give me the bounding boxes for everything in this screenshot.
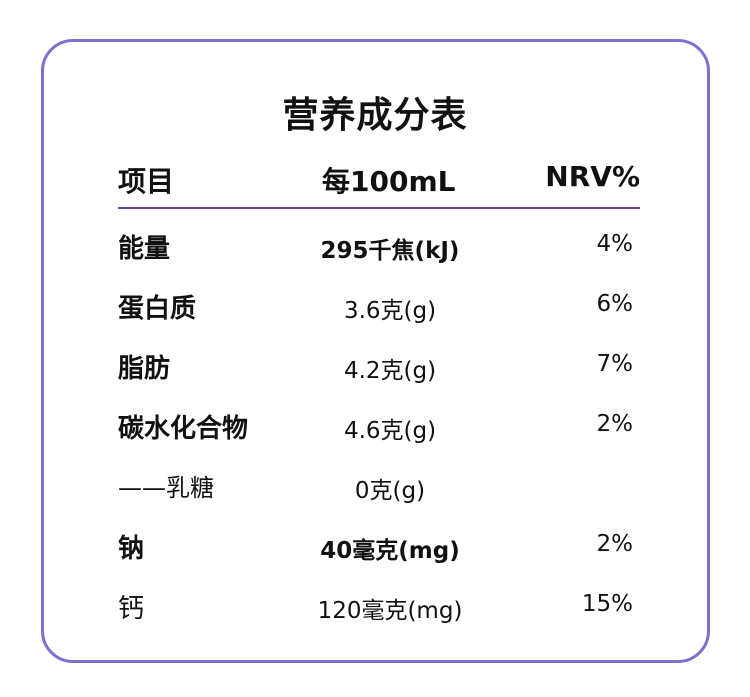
row-name: 能量 xyxy=(118,234,171,264)
row-name: 脂肪 xyxy=(118,354,171,384)
table-title: 营养成分表 xyxy=(282,95,468,136)
row-value: 4.6克(g) xyxy=(343,418,437,444)
row-nrv: 7% xyxy=(596,351,634,377)
row-name: 蛋白质 xyxy=(118,294,197,324)
column-header-per-100ml: 每100mL xyxy=(322,165,456,198)
row-value: 120毫克(mg) xyxy=(317,598,463,624)
row-value: 4.2克(g) xyxy=(343,358,437,384)
table-row-fat: 脂肪 4.2克(g) 7% xyxy=(0,348,750,388)
row-name: 碳水化合物 xyxy=(118,414,249,444)
row-value: 295千焦(kJ) xyxy=(320,238,460,264)
row-nrv: 4% xyxy=(596,231,634,257)
table-row-energy: 能量 295千焦(kJ) 4% xyxy=(0,228,750,268)
table-row-sodium: 钠 40毫克(mg) 2% xyxy=(0,528,750,568)
table-row-lactose: ——乳糖 0克(g) xyxy=(0,468,750,508)
nutrition-facts-card xyxy=(41,39,710,663)
table-row-carbohydrate: 碳水化合物 4.6克(g) 2% xyxy=(0,408,750,448)
table-row-protein: 蛋白质 3.6克(g) 6% xyxy=(0,288,750,328)
row-value: 3.6克(g) xyxy=(343,298,437,324)
row-value: 0克(g) xyxy=(354,478,426,504)
column-header-nrv: NRV% xyxy=(545,160,640,193)
row-name: 钠 xyxy=(118,534,145,564)
row-value: 40毫克(mg) xyxy=(320,538,460,564)
row-nrv: 2% xyxy=(596,411,634,437)
row-nrv: 15% xyxy=(581,591,633,617)
row-nrv: 2% xyxy=(596,531,634,557)
row-nrv: 6% xyxy=(596,291,634,317)
table-row-calcium: 钙 120毫克(mg) 15% xyxy=(0,588,750,628)
row-name: ——乳糖 xyxy=(118,474,214,502)
row-name: 钙 xyxy=(118,594,145,624)
header-divider xyxy=(118,207,640,209)
column-header-item: 项目 xyxy=(118,165,175,198)
